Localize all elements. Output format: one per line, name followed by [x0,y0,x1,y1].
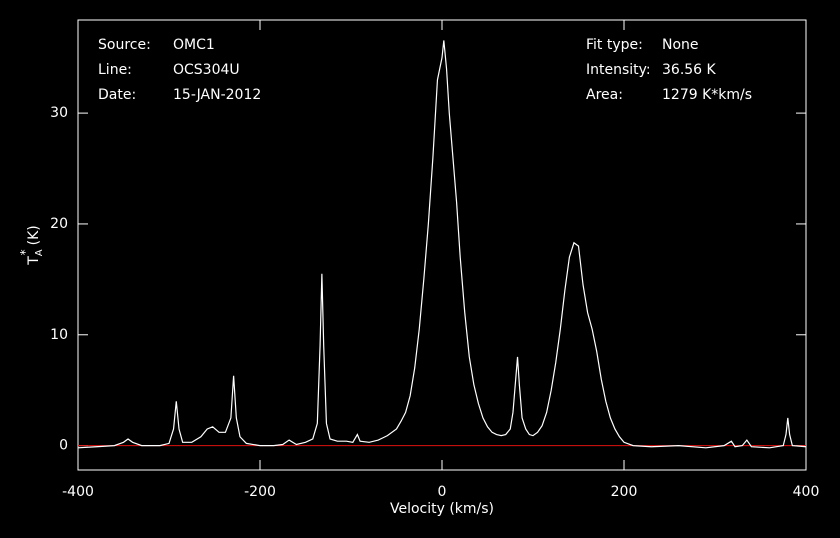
y-tick-label: 0 [59,438,68,454]
annotation-value: 36.56 K [662,62,717,78]
y-label-sub: A [34,249,45,256]
annotation-label: Date: [98,87,136,103]
y-tick-label: 10 [50,327,68,343]
y-axis-label: TA* (K) [18,225,46,266]
spectrum-line [77,40,807,449]
annotation-value: OCS304U [173,62,240,78]
y-tick-label: 30 [50,105,68,121]
annotation-label: Source: [98,37,151,53]
annotation-label: Line: [98,62,132,78]
annotation-value: 1279 K*km/s [662,87,752,103]
annotation-value: 15-JAN-2012 [173,87,261,103]
y-tick-label: 20 [50,216,68,232]
y-label-base: T [26,256,42,266]
annotation-label: Area: [586,87,623,103]
annotation-label: Intensity: [586,62,651,78]
annotation-label: Fit type: [586,37,643,53]
x-tick-label: 0 [438,484,447,500]
y-label-sup: * [18,249,32,255]
annotation-value: OMC1 [173,37,215,53]
y-label-unit: (K) [26,225,42,245]
x-tick-label: 200 [611,484,638,500]
x-axis-label: Velocity (km/s) [390,501,494,517]
x-tick-label: 400 [793,484,820,500]
annotation-value: None [662,37,699,53]
x-tick-label: -200 [244,484,276,500]
x-tick-label: -400 [62,484,94,500]
